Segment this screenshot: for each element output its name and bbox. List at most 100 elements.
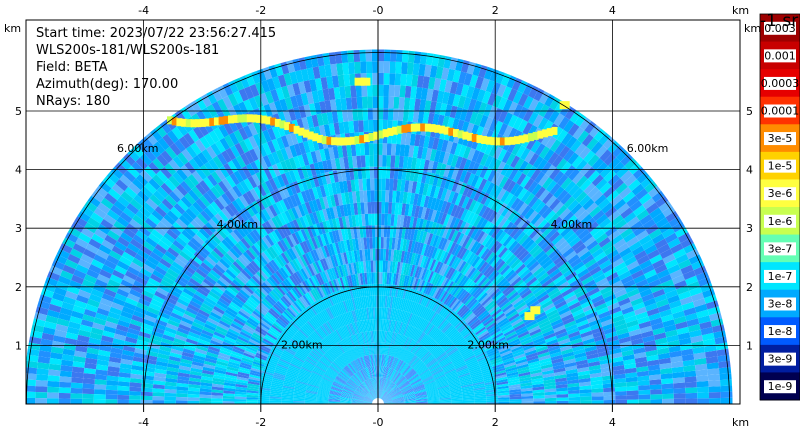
polar-cell	[436, 223, 444, 236]
polar-cell	[141, 289, 155, 299]
polar-cell	[352, 375, 361, 385]
polar-cell	[167, 247, 180, 258]
polar-cell	[396, 376, 405, 385]
polar-cell	[345, 384, 356, 391]
polar-cell	[324, 257, 332, 270]
polar-cell	[326, 335, 335, 346]
polar-cell	[247, 317, 259, 326]
polar-cell	[657, 347, 670, 355]
polar-cell	[464, 109, 474, 123]
polar-cell	[319, 271, 327, 284]
polar-cell	[130, 373, 143, 380]
polar-cell	[328, 334, 336, 345]
polar-cell	[402, 389, 414, 395]
polar-cell	[290, 95, 299, 109]
polar-cell	[358, 386, 368, 395]
polar-cell	[541, 366, 554, 373]
polar-cell	[224, 377, 237, 382]
polar-cell	[188, 380, 201, 386]
polar-cell	[339, 371, 350, 380]
polar-cell	[673, 393, 686, 399]
polar-cell	[236, 376, 249, 382]
polar-cell	[346, 324, 352, 337]
polar-cell	[340, 395, 353, 399]
polar-cell	[389, 386, 399, 395]
polar-cell	[327, 350, 336, 360]
polar-cell	[68, 321, 81, 330]
polar-cell	[165, 377, 178, 383]
polar-cell	[406, 370, 416, 379]
polar-cell	[108, 250, 122, 261]
polar-cell	[246, 392, 259, 396]
polar-cell	[332, 254, 339, 267]
polar-cell	[219, 258, 231, 269]
polar-cell	[406, 156, 413, 169]
polar-cell	[429, 234, 437, 247]
polar-cell	[293, 106, 302, 120]
polar-cell	[463, 171, 472, 184]
polar-cell	[352, 360, 359, 372]
polar-cell	[546, 309, 559, 318]
polar-cell	[248, 376, 261, 382]
polar-cell	[381, 178, 386, 191]
polar-cell	[412, 382, 424, 389]
polar-cell	[534, 250, 546, 261]
polar-cell	[345, 383, 356, 391]
polar-cell	[354, 392, 365, 398]
polar-cell	[346, 312, 352, 324]
polar-cell	[582, 254, 595, 265]
polar-cell	[308, 354, 319, 362]
polar-cell	[533, 216, 545, 228]
polar-cell	[305, 214, 313, 227]
polar-cell	[697, 398, 710, 404]
polar-cell	[332, 345, 341, 356]
polar-cell	[367, 355, 371, 367]
polar-cell	[591, 294, 604, 304]
polar-cell	[317, 392, 330, 396]
polar-cell	[289, 364, 301, 371]
polar-cell	[491, 171, 501, 185]
polar-cell	[453, 317, 463, 328]
polar-cell	[450, 154, 459, 168]
polar-cell	[282, 237, 292, 250]
polar-cell	[228, 132, 240, 146]
polar-cell	[84, 357, 98, 365]
polar-cell	[487, 169, 497, 183]
polar-cell	[237, 240, 248, 252]
polar-cell	[443, 293, 452, 305]
polar-cell	[685, 312, 698, 322]
polar-cell	[631, 338, 644, 346]
polar-cell	[252, 133, 263, 147]
polar-cell	[346, 382, 357, 390]
polar-cell	[564, 362, 577, 368]
polar-cell	[348, 349, 355, 361]
polar-cell	[613, 369, 626, 376]
polar-cell	[415, 278, 421, 291]
polar-cell	[411, 315, 418, 327]
polar-cell	[394, 297, 399, 310]
polar-cell	[523, 274, 536, 285]
polar-cell	[364, 368, 369, 380]
polar-cell	[278, 254, 287, 266]
polar-cell	[154, 290, 167, 300]
polar-cell	[479, 218, 489, 231]
polar-cell	[327, 256, 334, 269]
polar-cell	[387, 368, 393, 380]
polar-cell	[426, 391, 439, 395]
polar-cell	[356, 309, 361, 322]
polar-cell	[622, 354, 635, 361]
polar-cell	[380, 354, 383, 367]
polar-cell	[234, 242, 246, 254]
polar-cell	[464, 295, 475, 306]
polar-cell	[409, 264, 416, 277]
polar-cell	[466, 335, 478, 344]
polar-cell	[386, 307, 390, 320]
polar-cell	[630, 220, 643, 232]
polar-cell	[113, 220, 126, 232]
polar-cell	[565, 250, 577, 262]
polar-cell	[234, 394, 247, 398]
polar-cell	[632, 342, 645, 350]
polar-cell	[176, 382, 189, 388]
polar-cell	[233, 318, 245, 327]
polar-cell	[168, 191, 181, 203]
